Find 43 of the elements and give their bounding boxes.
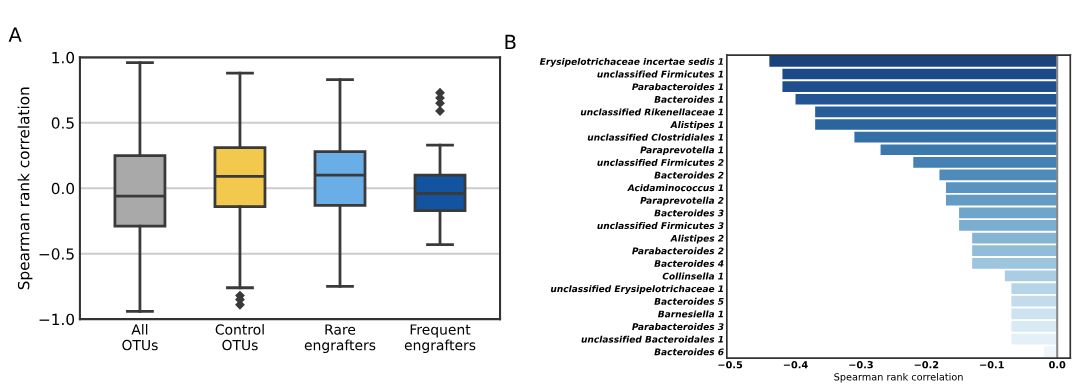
- y-tick-label: Collinsella 1: [662, 272, 723, 280]
- y-tick-label: Bacteroides 3: [654, 209, 724, 217]
- x-tick-label: −0.1: [980, 361, 1004, 369]
- y-tick-label: Alistipes 1: [670, 121, 723, 130]
- y-tick-label: Bacteroides 4: [654, 259, 724, 267]
- x-tick-label: All OTUs: [122, 324, 158, 351]
- y-tick-label: unclassified Erysipelotrichaceae 1: [550, 285, 723, 294]
- y-tick-label: Parabacteroides 3: [632, 323, 724, 331]
- y-tick-label: unclassified Firmicutes 2: [597, 158, 724, 166]
- y-tick-label: unclassified Rikenellaceae 1: [580, 108, 723, 116]
- y-tick-label: Bacteroides 5: [654, 297, 724, 305]
- y-tick-label: −0.5: [39, 248, 74, 260]
- y-tick-label: unclassified Firmicutes 1: [597, 70, 723, 78]
- x-axis-title: Spearman rank correlation: [834, 373, 963, 383]
- y-tick-label: unclassified Firmicutes 3: [597, 222, 724, 230]
- y-tick-label: −1.0: [39, 313, 75, 326]
- y-tick-label: Parabacteroides 1: [632, 83, 723, 91]
- y-tick-label: Bacteroides 1: [654, 95, 723, 103]
- chart-title: A: [8, 27, 22, 42]
- x-tick-label: 0.0: [1049, 361, 1066, 369]
- y-tick-label: Barnesiella 1: [657, 310, 723, 318]
- y-tick-label: Alistipes 2: [670, 234, 724, 244]
- x-tick-label: Frequent engrafters: [404, 324, 476, 354]
- y-tick-label: Bacteroides 6: [654, 348, 724, 356]
- y-tick-label: Paraprevotella 2: [640, 196, 724, 206]
- y-tick-label: Acidaminococcus 1: [627, 184, 723, 192]
- y-tick-label: 1.0: [52, 51, 75, 64]
- y-tick-label: 0.0: [51, 182, 75, 195]
- y-tick-label: 0.5: [51, 117, 74, 129]
- x-tick-label: Rare engrafters: [304, 324, 376, 354]
- text: B: [505, 34, 516, 49]
- x-tick-label: −0.4: [783, 361, 808, 369]
- y-tick-label: unclassified Clostridiales 1: [587, 133, 723, 141]
- y-tick-label: Erysipelotrichaceae incertae sedis 1: [539, 57, 723, 67]
- y-tick-label: Parabacteroides 2: [632, 247, 724, 255]
- y-tick-label: Bacteroides 2: [654, 171, 724, 179]
- x-tick-label: Control OTUs: [215, 324, 264, 351]
- y-tick-label: Paraprevotella 1: [640, 146, 723, 156]
- x-tick-label: −0.2: [914, 361, 939, 369]
- y-axis-title: Spearman rank correlation: [17, 87, 33, 290]
- x-tick-label: −0.3: [849, 361, 873, 369]
- x-tick-label: −0.5: [718, 361, 743, 369]
- y-tick-label: unclassified Bacteroidales 1: [581, 335, 723, 343]
